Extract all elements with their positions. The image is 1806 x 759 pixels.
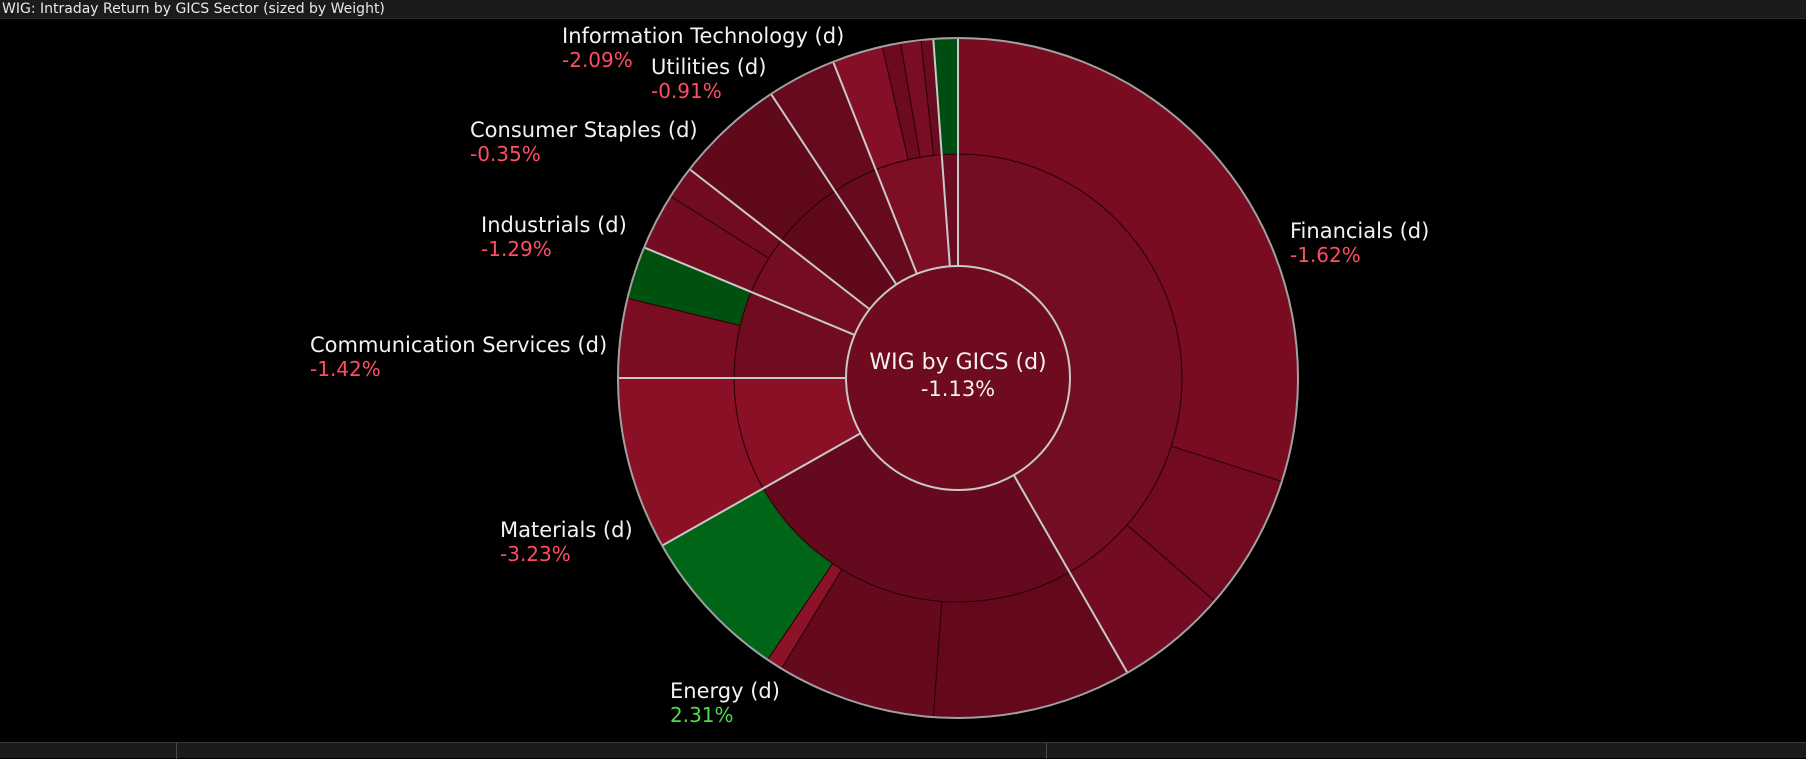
sector-divider-utilities (770, 93, 898, 285)
status-segment-1[interactable] (0, 743, 177, 759)
inner-ring (733, 153, 1183, 603)
center-disc[interactable] (845, 265, 1071, 491)
label-consumer-staples-return: -0.35% (470, 142, 541, 166)
label-materials-return: -3.23% (500, 542, 571, 566)
label-financials: Financials (d) -1.62% (1290, 219, 1429, 266)
label-industrials: Industrials (d) -1.29% (481, 213, 627, 260)
label-energy-return: 2.31% (670, 703, 734, 727)
label-financials-return: -1.62% (1290, 243, 1361, 267)
label-utilities-name: Utilities (d) (651, 55, 767, 79)
label-materials: Materials (d) -3.23% (500, 518, 633, 565)
label-communication-services: Communication Services (d) -1.42% (310, 333, 607, 380)
label-consumer-staples: Consumer Staples (d) -0.35% (470, 118, 698, 165)
label-information-technology-name: Information Technology (d) (562, 24, 845, 48)
label-industrials-return: -1.29% (481, 237, 552, 261)
sector-borders (618, 38, 1129, 674)
label-utilities-return: -0.91% (651, 79, 722, 103)
label-utilities: Utilities (d) -0.91% (651, 55, 766, 102)
label-energy-name: Energy (d) (670, 679, 780, 703)
sector-divider-other (932, 38, 951, 267)
outer-border (617, 37, 1299, 719)
label-communication-services-return: -1.42% (310, 357, 381, 381)
sunburst-chart (617, 37, 1299, 719)
sector-divider-industrials (643, 246, 855, 336)
label-financials-name: Financials (d) (1290, 219, 1430, 243)
sector-divider-consumer-staples (689, 168, 871, 311)
bottom-status-bar (0, 742, 1806, 759)
label-communication-services-name: Communication Services (d) (310, 333, 608, 357)
sector-divider-information-technology (832, 61, 918, 275)
label-materials-name: Materials (d) (500, 518, 633, 542)
label-information-technology-return: -2.09% (562, 48, 633, 72)
status-segment-2[interactable] (176, 743, 1047, 759)
label-consumer-staples-name: Consumer Staples (d) (470, 118, 698, 142)
label-energy: Energy (d) 2.31% (670, 679, 780, 726)
window-title: WIG: Intraday Return by GICS Sector (siz… (0, 0, 1806, 19)
status-segment-3[interactable] (1046, 743, 1806, 759)
label-industrials-name: Industrials (d) (481, 213, 627, 237)
label-information-technology: Information Technology (d) -2.09% (562, 24, 844, 71)
sector-divider-energy (1012, 474, 1129, 674)
sector-divider-materials (661, 432, 862, 547)
